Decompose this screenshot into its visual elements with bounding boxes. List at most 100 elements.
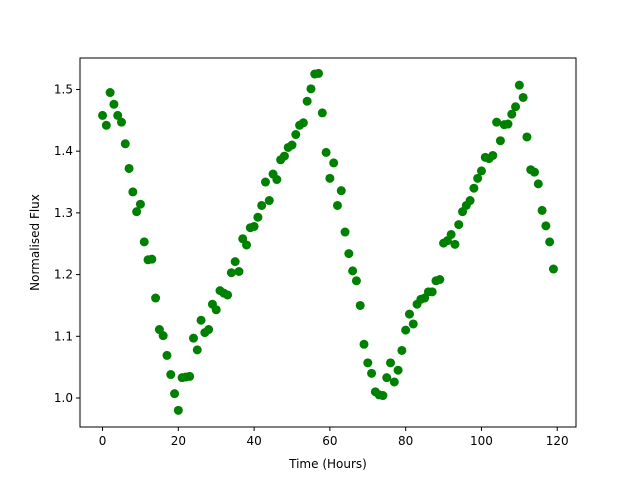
data-point <box>185 371 195 381</box>
data-point <box>382 373 392 383</box>
x-tick-label: 120 <box>546 434 569 448</box>
data-point <box>344 249 354 259</box>
data-point <box>173 405 183 415</box>
data-point <box>264 196 274 206</box>
y-tick-label: 1.0 <box>54 391 73 405</box>
data-point <box>446 229 456 239</box>
data-point <box>211 305 221 315</box>
y-axis-title: Normalised Flux <box>28 194 42 291</box>
data-point <box>408 319 418 329</box>
data-point <box>101 120 111 130</box>
data-point <box>393 365 403 375</box>
data-point <box>306 84 316 94</box>
data-point <box>158 331 168 341</box>
data-point <box>503 119 513 129</box>
y-axis-ticks: 1.0 1.1 1.2 1.3 1.4 1.5 <box>54 82 80 405</box>
data-point <box>302 96 312 106</box>
data-point <box>404 309 414 319</box>
data-point <box>132 207 142 217</box>
x-tick-label: 60 <box>322 434 337 448</box>
plot-frame <box>79 57 577 428</box>
data-point <box>105 88 115 98</box>
data-point <box>226 268 236 278</box>
data-point <box>427 287 437 297</box>
x-tick-label: 100 <box>470 434 493 448</box>
data-point <box>257 200 267 210</box>
data-point <box>401 325 411 335</box>
data-point <box>325 173 335 183</box>
data-point <box>139 237 149 247</box>
data-point <box>287 140 297 150</box>
x-axis-ticks: 0 20 40 60 80 100 120 <box>99 427 569 448</box>
data-point <box>488 150 498 160</box>
y-tick-label: 1.3 <box>54 206 73 220</box>
data-point <box>522 132 532 142</box>
data-point <box>541 221 551 231</box>
data-point <box>378 391 388 401</box>
data-point <box>386 358 396 368</box>
data-point <box>450 239 460 249</box>
data-point <box>511 102 521 112</box>
x-axis-title: Time (Hours) <box>288 457 367 471</box>
data-point <box>332 200 342 210</box>
data-point <box>116 117 126 127</box>
data-point <box>234 267 244 276</box>
y-tick-label: 1.2 <box>54 268 73 282</box>
data-point <box>476 166 486 176</box>
data-point <box>272 175 282 185</box>
data-point <box>533 179 543 189</box>
data-point <box>348 266 358 276</box>
data-point <box>329 158 339 168</box>
data-point <box>223 290 233 300</box>
data-point <box>120 139 130 149</box>
data-point <box>518 92 528 102</box>
data-point <box>298 118 308 128</box>
y-tick-label: 1.4 <box>54 144 73 158</box>
data-point <box>548 264 558 274</box>
data-point <box>124 163 134 173</box>
data-point <box>109 99 119 109</box>
data-point <box>128 187 138 197</box>
data-point <box>317 108 327 118</box>
x-tick-label: 0 <box>99 434 107 448</box>
x-tick-label: 80 <box>398 434 413 448</box>
data-point <box>367 368 377 378</box>
data-points <box>98 68 558 415</box>
data-point <box>545 237 555 247</box>
data-point <box>492 117 502 127</box>
data-point <box>260 177 270 187</box>
data-point <box>321 147 331 157</box>
data-point <box>495 136 505 146</box>
data-point <box>473 173 483 183</box>
data-point <box>230 257 240 267</box>
data-point <box>397 345 407 355</box>
data-point <box>253 212 263 222</box>
data-point <box>514 80 524 90</box>
data-point <box>465 196 475 206</box>
data-point <box>359 339 369 349</box>
data-point <box>530 167 540 177</box>
data-point <box>314 68 324 78</box>
data-point <box>196 315 206 325</box>
data-point <box>170 389 180 399</box>
x-tick-label: 40 <box>246 434 261 448</box>
data-point <box>507 109 517 119</box>
data-point <box>188 333 198 343</box>
data-point <box>249 221 259 231</box>
data-point <box>340 227 350 237</box>
data-point <box>435 275 445 285</box>
data-point <box>454 220 464 230</box>
data-point <box>389 377 399 387</box>
data-point <box>113 110 123 120</box>
data-point <box>135 199 145 209</box>
data-point <box>363 358 373 368</box>
x-tick-label: 20 <box>171 434 186 448</box>
y-tick-label: 1.1 <box>54 329 73 343</box>
data-point <box>151 293 161 303</box>
data-point <box>279 151 289 161</box>
data-point <box>355 300 365 310</box>
data-point <box>351 276 361 286</box>
data-point <box>204 325 214 335</box>
